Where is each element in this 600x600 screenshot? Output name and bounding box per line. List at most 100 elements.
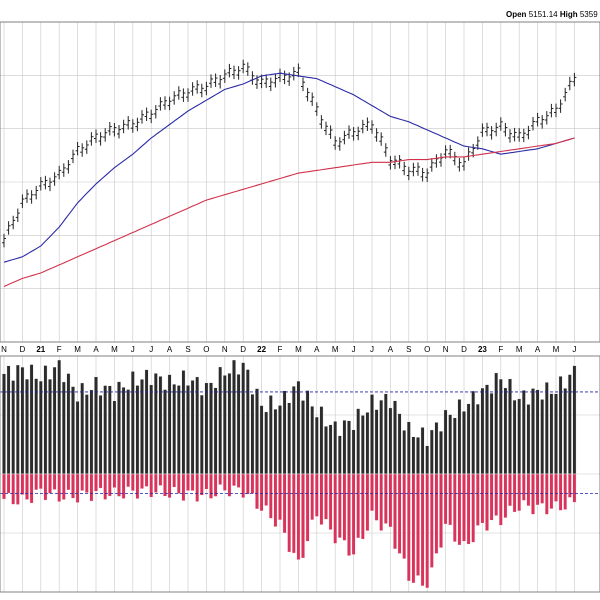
indicator-up-bar <box>11 380 16 475</box>
indicator-down-bar <box>121 473 126 499</box>
indicator-up-bar <box>485 384 489 475</box>
price-bar <box>485 122 489 137</box>
x-tick-label: J <box>352 345 356 354</box>
price-bar <box>333 136 338 150</box>
moving-average-long <box>3 137 575 288</box>
indicator-down-bar <box>213 473 218 497</box>
indicator-down-bar <box>402 473 407 560</box>
indicator-panel-frame <box>0 355 600 593</box>
price-bar <box>273 73 278 88</box>
price-panel <box>2 59 577 288</box>
price-bar <box>457 158 462 172</box>
high-label: High <box>559 10 578 19</box>
indicator-down-bar <box>563 473 568 510</box>
price-bar <box>420 167 425 182</box>
indicator-up-bar <box>255 388 259 475</box>
indicator-up-bar <box>112 400 117 475</box>
indicator-up-bar <box>393 400 397 475</box>
indicator-up-bar <box>103 385 108 475</box>
indicator-up-bar <box>351 429 356 475</box>
indicator-down-bar <box>61 473 66 500</box>
price-bar <box>57 165 62 180</box>
indicator-down-bar <box>6 473 11 494</box>
price-bar <box>425 168 430 182</box>
indicator-up-bar <box>526 404 531 475</box>
price-bar <box>20 194 25 208</box>
indicator-down-bar <box>360 473 365 540</box>
price-bar <box>149 109 154 124</box>
indicator-up-bar <box>301 400 305 475</box>
indicator-up-bar <box>383 393 388 475</box>
indicator-down-bar <box>282 473 287 534</box>
indicator-up-bar <box>489 392 494 475</box>
price-bar <box>365 117 370 131</box>
indicator-down-bar <box>29 473 34 504</box>
indicator-up-bar <box>213 387 218 475</box>
indicator-down-bar <box>296 473 301 560</box>
indicator-up-bar <box>305 390 310 475</box>
indicator-down-bar <box>429 473 434 568</box>
indicator-down-bar <box>521 473 526 501</box>
indicator-up-bar <box>452 417 457 475</box>
indicator-up-bar <box>356 408 361 475</box>
x-tick-label: F <box>498 345 503 354</box>
indicator-up-bar <box>397 413 402 475</box>
indicator-down-bar <box>264 473 269 506</box>
indicator-down-bar <box>328 473 333 530</box>
indicator-up-bar <box>480 387 485 475</box>
indicator-up-bar <box>121 387 126 475</box>
indicator-down-bar <box>190 473 195 491</box>
indicator-up-bar <box>43 365 48 475</box>
indicator-up-bar <box>66 373 71 475</box>
indicator-up-bar <box>443 409 448 475</box>
price-bar <box>360 119 365 134</box>
indicator-down-bar <box>107 473 112 497</box>
indicator-up-bar <box>296 380 301 475</box>
price-bar <box>572 72 577 87</box>
price-bar <box>342 130 347 145</box>
indicator-down-bar <box>567 473 572 498</box>
price-bar <box>531 116 535 131</box>
price-bar <box>517 128 522 142</box>
indicator-down-bar <box>250 473 255 494</box>
price-bar <box>296 63 301 77</box>
indicator-down-bar <box>535 473 540 506</box>
indicator-down-bar <box>222 473 227 491</box>
price-bar <box>135 117 140 132</box>
price-bar <box>462 157 466 171</box>
price-bar <box>186 88 190 102</box>
price-bar <box>383 143 388 157</box>
price-bar <box>282 70 287 85</box>
indicator-down-bar <box>406 473 411 582</box>
price-bar <box>291 66 296 81</box>
indicator-up-bar <box>360 415 365 475</box>
price-bar <box>204 81 209 96</box>
indicator-up-bar <box>20 366 25 475</box>
indicator-down-bar <box>494 473 499 516</box>
indicator-down-bar <box>480 473 485 524</box>
price-bar <box>158 97 163 111</box>
indicator-up-bar <box>135 385 140 475</box>
price-bar <box>34 185 39 200</box>
indicator-up-bar <box>80 382 85 475</box>
price-bar <box>305 87 310 102</box>
indicator-down-bar <box>416 473 420 576</box>
indicator-down-bar <box>314 473 319 517</box>
indicator-down-bar <box>489 473 494 521</box>
indicator-up-bar <box>512 399 517 475</box>
indicator-down-bar <box>333 473 338 544</box>
open-label: Open <box>506 10 527 19</box>
price-bar <box>356 126 361 141</box>
indicator-up-bar <box>190 380 195 475</box>
indicator-up-bar <box>420 427 425 475</box>
price-bar <box>38 177 43 191</box>
indicator-down-bar <box>393 473 397 550</box>
indicator-up-bar <box>232 359 236 475</box>
moving-average-short <box>3 72 575 263</box>
indicator-up-bar <box>241 362 246 475</box>
indicator-up-bar <box>98 395 103 475</box>
indicator-down-bar <box>172 473 177 488</box>
indicator-up-bar <box>544 382 549 475</box>
price-bar <box>434 154 439 168</box>
